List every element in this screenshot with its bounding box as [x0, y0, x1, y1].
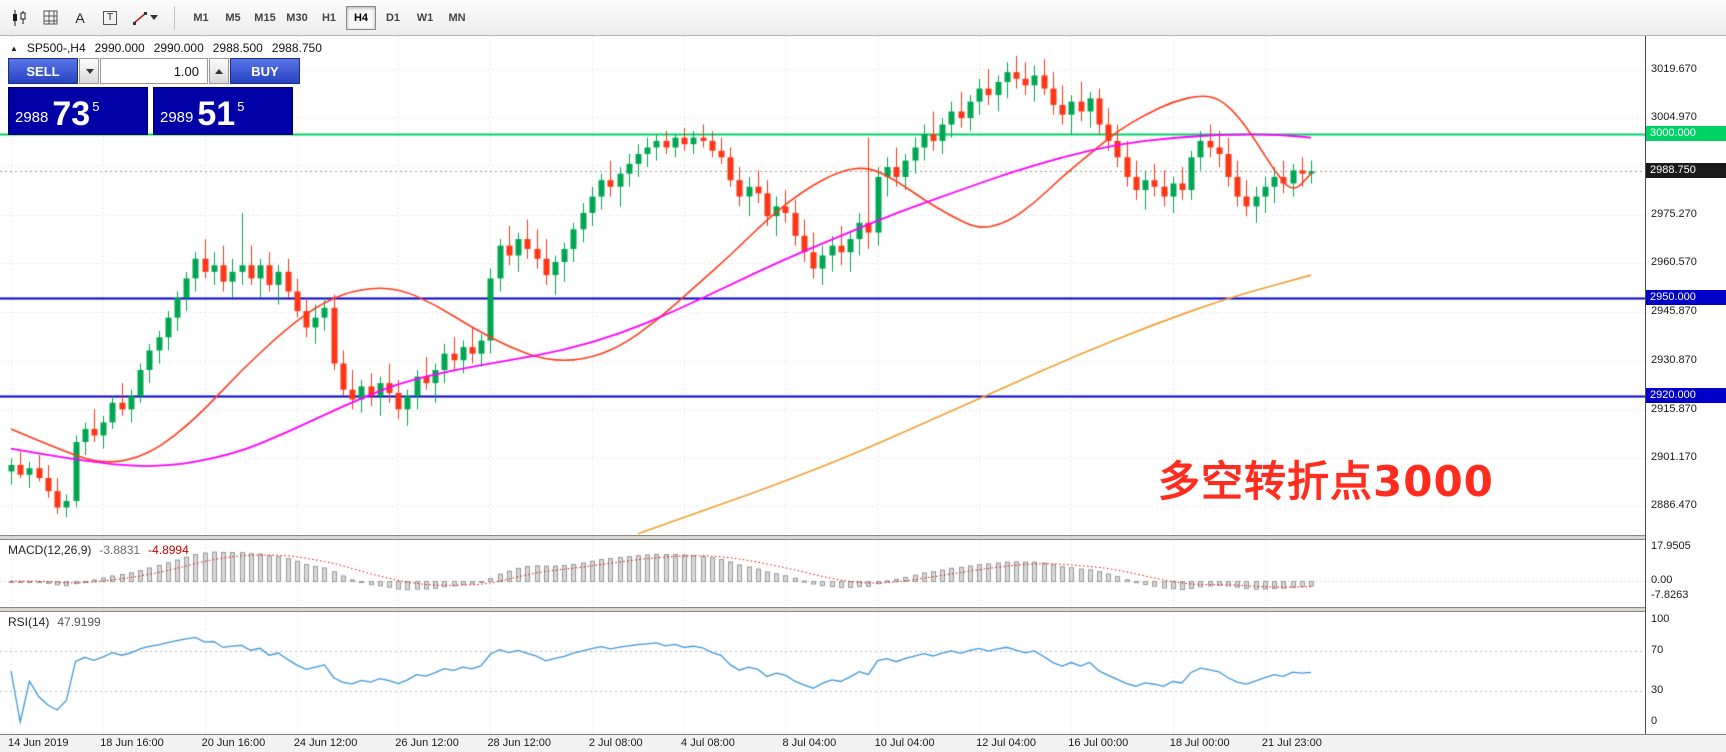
volume-input[interactable] [100, 58, 208, 84]
rsi-indicator-label: RSI(14) 47.9199 [8, 615, 101, 629]
price-axis-label: 2945.870 [1651, 304, 1697, 317]
time-axis-label: 18 Jul 00:00 [1169, 737, 1230, 749]
ask-big: 51 [197, 95, 236, 134]
price-axis-label: 2915.870 [1651, 402, 1697, 415]
timeframe-w1[interactable]: W1 [410, 6, 440, 30]
rsi-axis-label: 70 [1651, 643, 1664, 656]
timeframe-h4[interactable]: H4 [346, 5, 376, 30]
rsi-name: RSI(14) [8, 615, 50, 629]
time-axis-label: 28 Jun 12:00 [487, 737, 552, 749]
symbol-icon: ▲ [10, 43, 18, 53]
line-tools-caret [150, 15, 158, 20]
price-axis-label: 2960.570 [1651, 256, 1697, 269]
time-axis-label: 26 Jun 12:00 [395, 737, 459, 749]
trade-controls-row: SELL BUY [8, 58, 300, 84]
symbol-info: ▲ SP500-,H4 2990.000 2990.000 2988.500 2… [10, 41, 322, 55]
text-a-label: A [75, 9, 85, 26]
macd-indicator-label: MACD(12,26,9) -3.8831 -4.8994 [8, 543, 189, 557]
pane-splitter-macd[interactable] [0, 535, 1726, 540]
timeframe-group: M1 M5 M15 M30 H1 H4 D1 W1 MN [185, 5, 473, 30]
time-axis-label: 16 Jul 00:00 [1068, 737, 1129, 749]
time-axis[interactable]: 14 Jun 2019 18 Jun 16:00 20 Jun 16:00 24 Ju… [0, 734, 1726, 752]
toolbar-separator [174, 5, 175, 30]
ohlc-high: 2990.000 [153, 41, 204, 55]
timeframe-d1[interactable]: D1 [378, 6, 408, 30]
ask-main: 2989 [160, 109, 194, 126]
price-axis-label: 2886.470 [1651, 498, 1697, 511]
time-axis-label: 18 Jun 16:00 [100, 737, 164, 749]
price-axis-label: 3004.970 [1651, 111, 1697, 124]
timeframe-mn[interactable]: MN [442, 6, 472, 30]
price-badge-2950.000: 2950.000 [1646, 290, 1726, 306]
time-axis-label: 24 Jun 12:00 [293, 737, 358, 749]
time-axis-label: 4 Jul 08:00 [681, 737, 735, 749]
candles-glyph [13, 9, 26, 26]
bid-big: 73 [52, 95, 91, 134]
toolbar: A T M1 M5 M15 M30 H1 H4 D1 W1 MN [0, 0, 1726, 36]
quote-row: 2988 73 5 2989 51 5 [8, 87, 300, 135]
macd-name: MACD(12,26,9) [8, 543, 92, 557]
grid-glyph [43, 10, 57, 25]
text-label-glyph: T [103, 10, 117, 25]
time-axis-label: 10 Jul 04:00 [874, 737, 935, 749]
buy-button[interactable]: BUY [230, 58, 300, 84]
time-axis-label: 21 Jul 23:00 [1261, 737, 1322, 749]
symbol-period: SP500-,H4 [26, 41, 86, 55]
timeframe-h1[interactable]: H1 [314, 6, 344, 30]
time-axis-label: 12 Jul 04:00 [976, 737, 1037, 749]
text-a-tool[interactable]: A [66, 5, 94, 31]
ask-price-box[interactable]: 2989 51 5 [153, 87, 293, 135]
rsi-axis-label: 100 [1651, 613, 1670, 625]
chart-text-annotation[interactable]: 多空转折点3000 [1158, 457, 1494, 506]
one-click-trade-panel: SELL BUY 2988 73 5 2989 51 5 [8, 58, 300, 135]
candlestick-chart-icon[interactable] [6, 5, 34, 31]
macd-axis-label: 17.9505 [1651, 540, 1691, 553]
price-badge-2988.750: 2988.750 [1646, 163, 1726, 179]
timeframe-m1[interactable]: M1 [186, 6, 216, 30]
chart-grid-icon[interactable] [36, 5, 64, 31]
bid-main: 2988 [15, 109, 49, 126]
price-axis-label: 2975.270 [1651, 208, 1697, 221]
pane-splitter-rsi[interactable] [0, 607, 1726, 612]
macd-value: -3.8831 [99, 543, 141, 557]
price-axis-label: 2930.870 [1651, 353, 1697, 366]
price-badge-3000.000: 3000.000 [1646, 126, 1726, 142]
macd-axis-label: 0.00 [1651, 574, 1673, 586]
time-axis-label: 14 Jun 2019 [8, 737, 69, 749]
macd-signal-value: -4.8994 [148, 543, 189, 557]
rsi-chart[interactable] [0, 612, 1645, 734]
volume-decrease-button[interactable] [79, 58, 99, 84]
macd-axis-label: -7.8263 [1651, 588, 1689, 601]
bid-sup: 5 [92, 99, 100, 114]
price-axis-label: 2901.170 [1651, 450, 1697, 463]
ohlc-close: 2988.750 [271, 41, 322, 55]
caret-up-icon [215, 68, 223, 74]
price-badge-2920.000: 2920.000 [1646, 388, 1726, 404]
timeframe-m15[interactable]: M15 [250, 6, 280, 30]
ohlc-low: 2988.500 [212, 41, 263, 55]
rsi-value: 47.9199 [57, 615, 101, 629]
caret-down-icon [86, 68, 94, 74]
time-axis-label: 20 Jun 16:00 [201, 737, 266, 749]
timeframe-m30[interactable]: M30 [282, 6, 312, 30]
line-tools-icon[interactable] [126, 5, 164, 31]
price-axis-label: 3019.670 [1651, 63, 1697, 75]
rsi-axis-label: 0 [1651, 715, 1658, 727]
ask-sup: 5 [237, 99, 245, 114]
ohlc-open: 2990.000 [94, 41, 145, 55]
volume-increase-button[interactable] [209, 58, 229, 84]
macd-chart[interactable] [0, 540, 1645, 607]
rsi-axis-label: 30 [1651, 684, 1664, 697]
time-axis-label: 2 Jul 08:00 [588, 737, 643, 749]
sell-button[interactable]: SELL [8, 58, 78, 84]
trendline-glyph [133, 11, 147, 25]
bid-price-box[interactable]: 2988 73 5 [8, 87, 148, 135]
timeframe-m5[interactable]: M5 [218, 6, 248, 30]
text-label-tool[interactable]: T [96, 5, 124, 31]
time-axis-label: 8 Jul 04:00 [782, 737, 837, 749]
